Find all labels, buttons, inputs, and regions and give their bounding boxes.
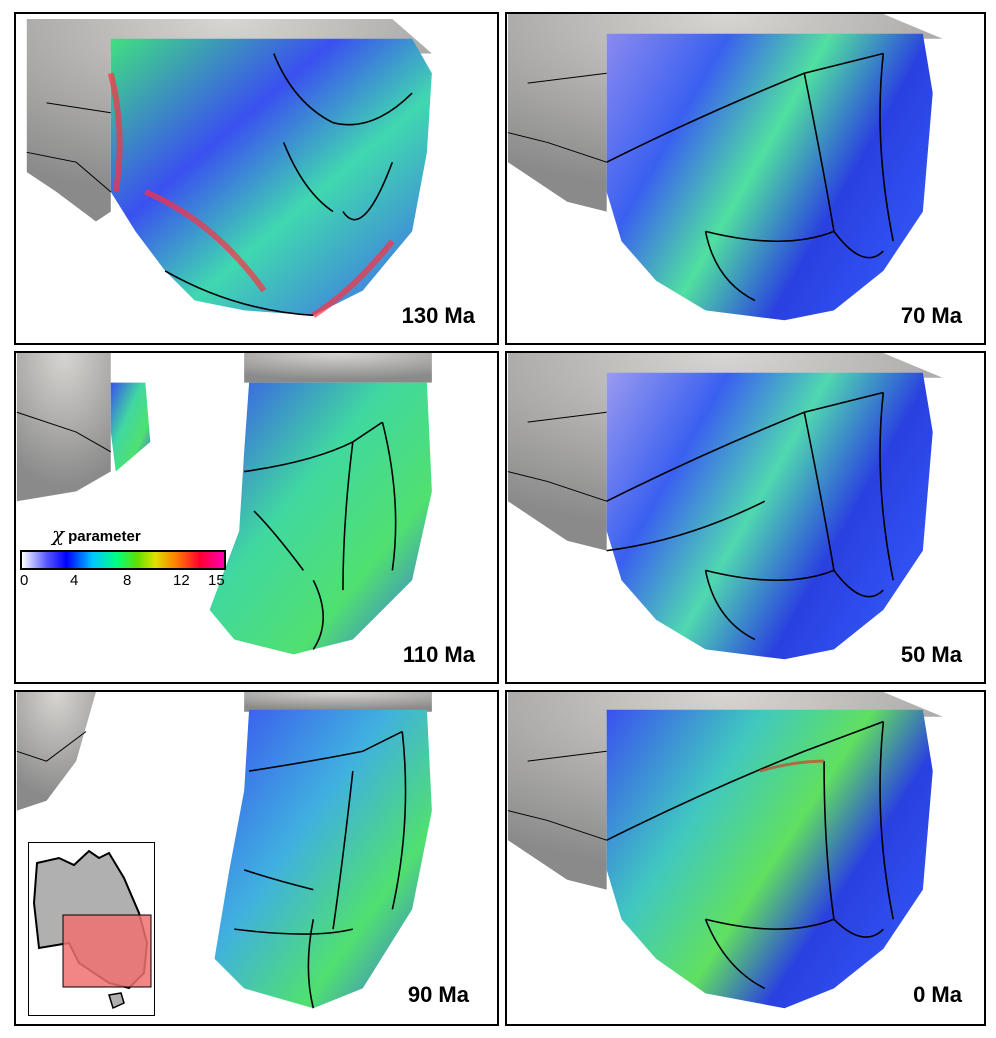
- river-network: [606, 720, 894, 990]
- river-network: [234, 730, 407, 1009]
- river-network: [606, 52, 894, 302]
- river-network: [244, 421, 397, 650]
- map-panel-110ma: 110 Ma: [14, 351, 499, 684]
- chi-field: [209, 382, 432, 655]
- colorbar-tick: 12: [173, 572, 190, 589]
- map-90ma-graphic: [16, 692, 432, 1009]
- map-panel-90ma: 90 Ma: [14, 690, 499, 1026]
- colorbar-tick: 15: [208, 572, 225, 589]
- colorbar-tick: 4: [70, 572, 79, 589]
- map-panel-50ma: 50 Ma: [505, 351, 986, 684]
- age-label-90ma: 90 Ma: [407, 982, 469, 1007]
- legend-chi-symbol: χ: [52, 522, 65, 546]
- inset-locator-map: [28, 842, 155, 1016]
- age-label-0ma: 0 Ma: [913, 982, 962, 1007]
- river-network: [164, 53, 413, 317]
- map-panel-0ma: 0 Ma: [505, 690, 986, 1026]
- map-50ma-graphic: [507, 353, 943, 660]
- chi-field: [606, 33, 933, 321]
- age-label-110ma: 110 Ma: [402, 642, 475, 667]
- inset-australia-outline: [32, 849, 152, 1010]
- chi-field: [110, 38, 432, 316]
- legend-title-text: parameter: [68, 528, 141, 545]
- legend-title: χ parameter: [52, 522, 141, 546]
- map-panel-70ma: 70 Ma: [505, 12, 986, 345]
- colorbar-tick: 0: [20, 572, 29, 589]
- age-label-130ma: 130 Ma: [401, 303, 475, 328]
- map-130ma-graphic: [16, 14, 497, 318]
- river-network: [606, 391, 894, 641]
- chi-field: [606, 372, 933, 660]
- colorbar-gradient: [20, 550, 226, 570]
- colorbar-tick: 8: [123, 572, 132, 589]
- map-panel-130ma: 130 Ma: [14, 12, 499, 345]
- age-label-50ma: 50 Ma: [900, 642, 962, 667]
- chi-colorbar-legend: χ parameter 0 4 8 12 15: [20, 522, 230, 594]
- map-70ma-graphic: [507, 14, 943, 321]
- age-label-70ma: 70 Ma: [900, 303, 962, 328]
- map-110ma-graphic: [16, 353, 432, 655]
- map-0ma-graphic: [507, 692, 943, 1009]
- inset-highlight-region: [62, 914, 152, 988]
- chi-field: [214, 709, 432, 1009]
